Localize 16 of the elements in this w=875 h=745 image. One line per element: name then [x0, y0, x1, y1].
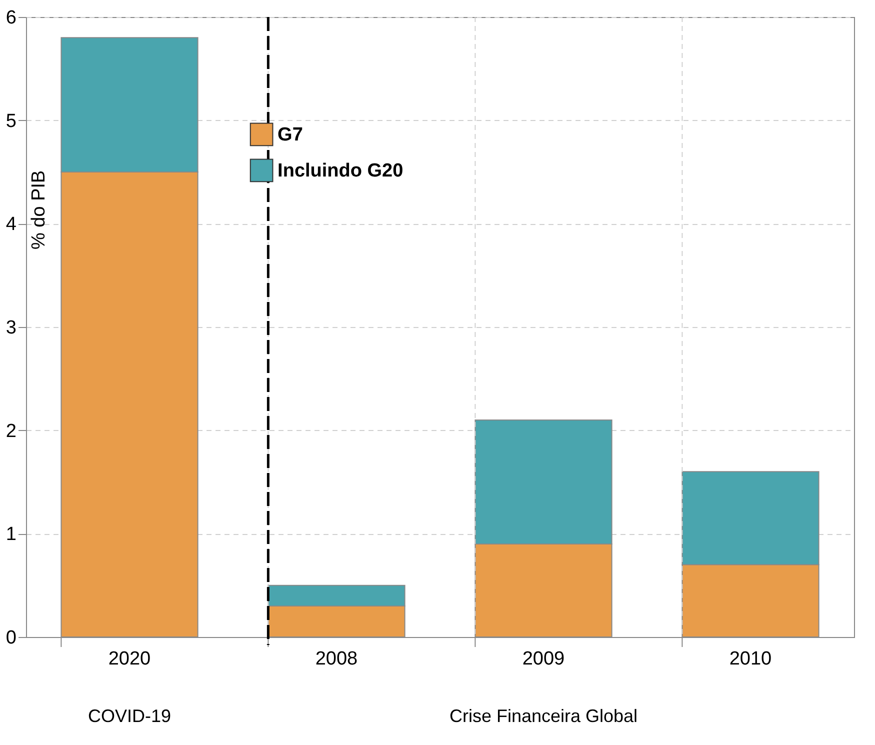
x-tick-label: 2008 — [315, 648, 358, 670]
legend-label: G7 — [278, 124, 303, 146]
y-tick-label: 5 — [6, 110, 16, 132]
y-tick-label: 2 — [6, 420, 16, 442]
x-tick-label: 2009 — [522, 648, 565, 670]
y-tick-label: 3 — [6, 318, 16, 338]
y-tick-label: 6 — [6, 8, 16, 28]
legend-label: Incluindo G20 — [278, 160, 404, 182]
text: Crise Financeira Global — [449, 706, 638, 726]
y-tick-label: 0 — [6, 628, 16, 648]
text: COVID-19 — [88, 706, 172, 726]
y-axis-title: % do PIB — [28, 170, 50, 250]
y-tick-label: 4 — [6, 214, 17, 236]
x-tick-label: 2010 — [729, 648, 772, 670]
y-tick-label: 1 — [6, 524, 16, 546]
x-tick-label: 2020 — [108, 648, 151, 670]
